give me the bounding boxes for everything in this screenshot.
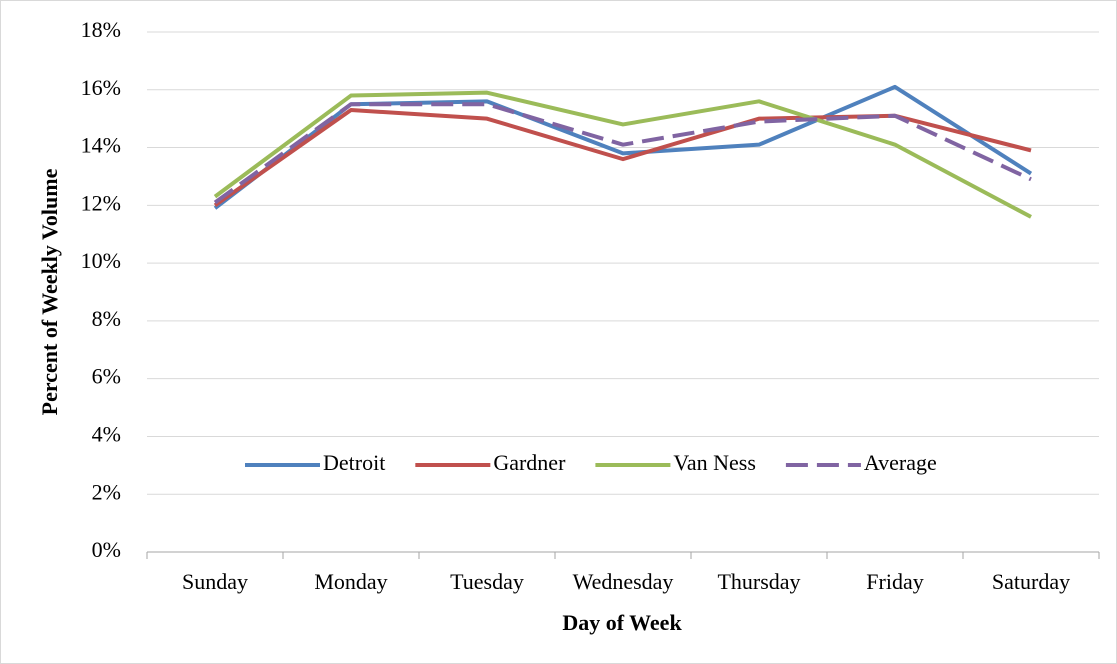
legend-label: Gardner bbox=[493, 450, 566, 475]
y-tick-label: 12% bbox=[81, 190, 121, 215]
y-tick-label: 0% bbox=[92, 537, 121, 562]
legend-label: Average bbox=[864, 450, 937, 475]
x-axis-title: Day of Week bbox=[562, 610, 682, 635]
x-tick-label: Thursday bbox=[717, 569, 800, 594]
x-tick-label: Saturday bbox=[992, 569, 1070, 594]
series-line bbox=[213, 102, 1032, 205]
y-tick-label: 14% bbox=[81, 133, 121, 158]
y-tick-label: 16% bbox=[81, 75, 121, 100]
y-tick-label: 10% bbox=[81, 248, 121, 273]
x-tick-label: Wednesday bbox=[573, 569, 674, 594]
y-axis-title: Percent of Weekly Volume bbox=[37, 168, 62, 415]
x-tick-label: Monday bbox=[314, 569, 387, 594]
y-tick-label: 18% bbox=[81, 17, 121, 42]
x-tick-label: Sunday bbox=[182, 569, 248, 594]
legend-label: Detroit bbox=[323, 450, 385, 475]
x-tick-label: Tuesday bbox=[450, 569, 524, 594]
x-tick-label: Friday bbox=[866, 569, 923, 594]
series-line bbox=[213, 90, 1032, 219]
y-tick-label: 4% bbox=[92, 421, 121, 446]
y-tick-label: 8% bbox=[92, 306, 121, 331]
y-tick-label: 2% bbox=[92, 479, 121, 504]
y-tick-label: 6% bbox=[92, 364, 121, 389]
legend-label: Van Ness bbox=[673, 450, 756, 475]
